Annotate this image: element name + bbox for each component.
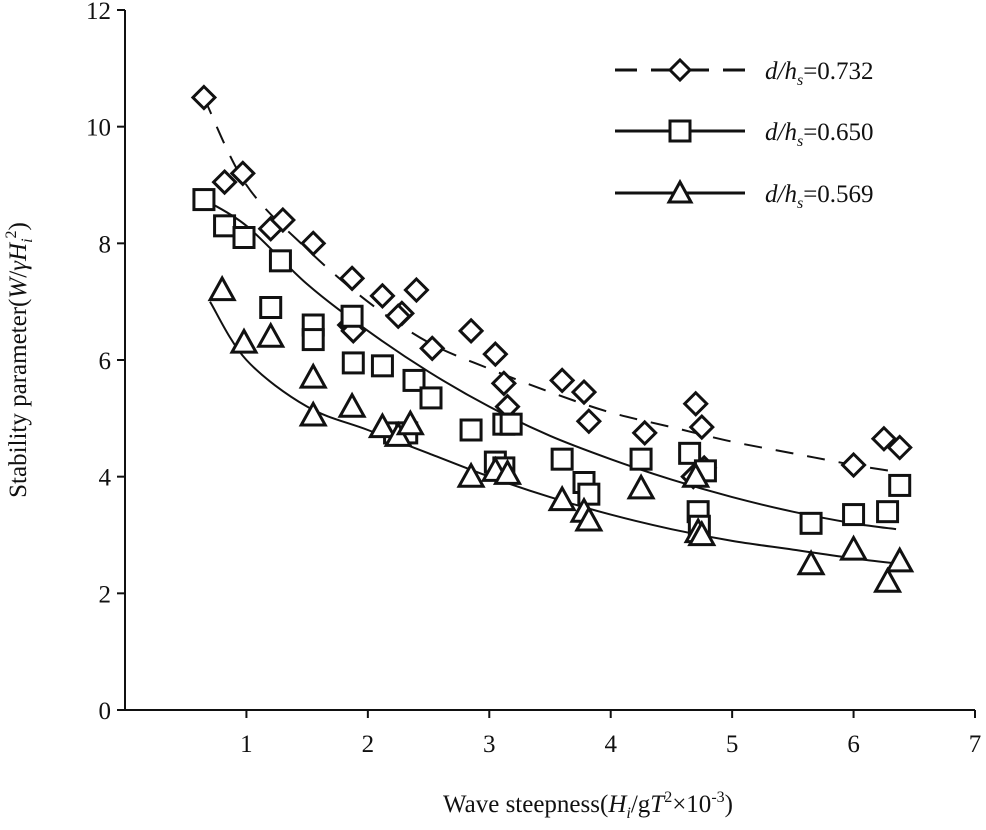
- square-marker: [192, 188, 216, 212]
- square-marker: [459, 418, 483, 442]
- y-tick-label: 12: [86, 0, 111, 25]
- x-axis-title: Wave steepness(Hi/gT2×10-3): [443, 789, 733, 822]
- triangle-marker: [456, 461, 486, 488]
- legend-entry-0650: d/hs=0.650: [615, 119, 874, 150]
- square-marker: [213, 214, 237, 238]
- legend-label-0569: d/hs=0.569: [765, 181, 874, 212]
- diamond-marker: [840, 451, 867, 479]
- diamond-marker: [269, 206, 296, 234]
- square-marker: [842, 503, 866, 527]
- diamond-marker: [482, 341, 509, 368]
- triangle-marker: [796, 549, 826, 576]
- diamond-marker: [457, 317, 485, 344]
- diamond-marker: [403, 276, 430, 304]
- y-tick-label: 0: [99, 698, 112, 725]
- triangle-marker: [626, 473, 656, 500]
- diamond-marker: [229, 160, 256, 187]
- fit-line-series-0: [203, 97, 891, 472]
- triangle-marker: [574, 505, 604, 532]
- square-marker: [419, 386, 443, 410]
- diamond-marker: [682, 390, 709, 417]
- x-tick-label: 5: [726, 731, 739, 758]
- diamond-marker: [688, 413, 715, 441]
- x-tick-label: 7: [969, 731, 982, 758]
- y-tick-label: 2: [99, 581, 112, 608]
- x-tick-label: 3: [483, 731, 496, 758]
- square-marker: [301, 328, 325, 352]
- diamond-marker: [211, 168, 238, 196]
- triangle-marker: [337, 391, 367, 418]
- square-marker: [876, 500, 900, 524]
- diamond-marker: [870, 425, 898, 452]
- triangle-marker: [547, 484, 577, 512]
- square-marker: [259, 296, 283, 319]
- triangle-marker: [207, 274, 237, 302]
- diamond-marker: [490, 370, 517, 397]
- diamond-marker: [549, 367, 576, 394]
- fit-line-series-1: [203, 198, 897, 531]
- triangle-marker: [873, 566, 903, 593]
- legend-entry-0732: d/hs=0.732: [615, 57, 874, 89]
- square-marker: [550, 447, 574, 471]
- y-tick-label: 10: [86, 115, 111, 142]
- legend-diamond-marker: [667, 57, 693, 83]
- square-marker: [340, 304, 364, 328]
- triangle-marker: [229, 327, 259, 354]
- diamond-marker: [300, 230, 327, 257]
- triangle-marker: [298, 400, 328, 427]
- square-marker: [629, 447, 653, 471]
- square-marker: [888, 473, 912, 497]
- square-marker: [678, 441, 702, 465]
- legend-triangle-marker: [666, 178, 694, 204]
- diamond-marker: [575, 408, 602, 435]
- legend-label-0732: d/hs=0.732: [765, 58, 874, 89]
- square-marker: [499, 412, 523, 436]
- triangle-marker: [681, 461, 711, 488]
- square-marker: [370, 354, 394, 378]
- triangle-marker: [885, 546, 915, 573]
- square-marker: [402, 368, 426, 392]
- data-markers: [190, 84, 915, 593]
- square-marker: [232, 226, 256, 249]
- triangle-marker: [298, 362, 328, 389]
- y-tick-label: 6: [99, 348, 112, 375]
- diamond-marker: [631, 419, 658, 447]
- y-tick-label: 4: [99, 465, 112, 492]
- fit-lines: [203, 97, 903, 566]
- triangle-marker: [492, 458, 523, 485]
- diamond-marker: [369, 282, 396, 309]
- triangle-marker: [839, 534, 869, 561]
- diamond-marker: [190, 84, 218, 111]
- y-axis-title: Stability parameter(W/γHi2): [3, 222, 36, 498]
- y-tick-label: 8: [99, 231, 112, 258]
- legend-entry-0569: d/hs=0.569: [615, 178, 874, 212]
- x-tick-label: 1: [240, 731, 253, 758]
- square-marker: [341, 351, 365, 375]
- triangle-marker: [687, 519, 717, 547]
- legend-label-0650: d/hs=0.650: [765, 119, 874, 150]
- triangle-marker: [367, 411, 397, 439]
- diamond-marker: [338, 265, 366, 292]
- triangle-marker: [256, 321, 286, 348]
- triangle-marker: [395, 409, 425, 436]
- square-marker: [268, 249, 292, 273]
- diamond-marker: [385, 303, 412, 330]
- x-tick-label: 6: [847, 731, 860, 758]
- x-tick-label: 4: [604, 731, 617, 758]
- square-marker: [799, 511, 823, 535]
- fit-line-series-2: [209, 301, 903, 566]
- x-tick-label: 2: [362, 731, 375, 758]
- legend-square-marker: [668, 119, 692, 143]
- diamond-marker: [886, 434, 913, 461]
- diamond-marker: [570, 378, 598, 406]
- diamond-marker: [419, 335, 446, 362]
- legend: d/hs=0.732 d/hs=0.650 d/hs=0.569: [615, 57, 874, 212]
